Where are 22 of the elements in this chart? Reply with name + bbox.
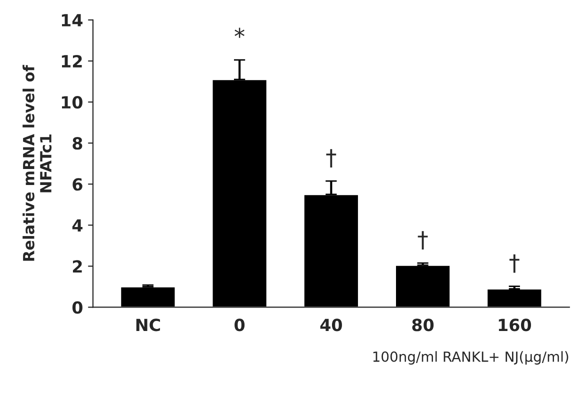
annotation: † bbox=[418, 231, 428, 250]
y-tick-label: 10 bbox=[62, 96, 82, 109]
y-tick-label: 0 bbox=[72, 301, 82, 314]
annotation: * bbox=[234, 28, 244, 38]
x-axis-title: 100ng/ml RANKL+ NJ(μg/ml) bbox=[373, 351, 568, 365]
y-tick-label: 6 bbox=[72, 178, 82, 191]
x-tick-label: 160 bbox=[498, 318, 532, 332]
x-tick-label: 40 bbox=[320, 318, 342, 332]
bar bbox=[394, 264, 451, 308]
y-tick-label: 8 bbox=[72, 137, 82, 150]
y-tick-label: 4 bbox=[72, 219, 82, 232]
x-tick-label: NC bbox=[136, 318, 160, 332]
x-tick-label: 0 bbox=[234, 318, 245, 332]
annotation: † bbox=[326, 149, 336, 168]
y-tick-label: 2 bbox=[72, 260, 82, 273]
bar bbox=[120, 286, 176, 308]
x-tick-label: 80 bbox=[412, 318, 434, 332]
annotation: † bbox=[509, 254, 520, 273]
y-tick-label: 14 bbox=[62, 14, 82, 26]
y-axis-title: Relative mRNA level of NFATc1 bbox=[22, 64, 52, 261]
bar bbox=[486, 288, 543, 308]
y-tick-label: 12 bbox=[62, 54, 82, 68]
